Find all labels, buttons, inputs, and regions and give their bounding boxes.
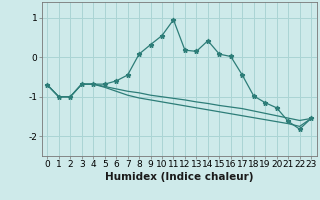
X-axis label: Humidex (Indice chaleur): Humidex (Indice chaleur) — [105, 172, 253, 182]
